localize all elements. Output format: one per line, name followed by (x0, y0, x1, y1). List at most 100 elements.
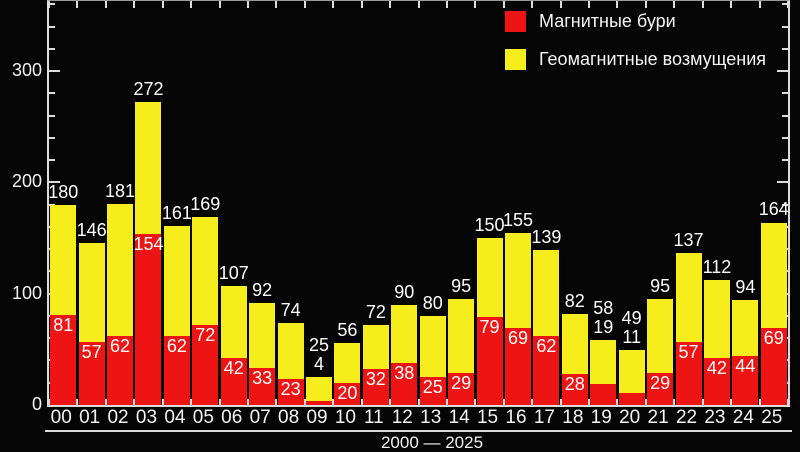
y-axis-tick-right (782, 114, 788, 117)
total-value-label: 139 (531, 227, 562, 248)
total-value-label: 82 (564, 290, 585, 311)
top-axis-tick (161, 1, 164, 8)
year-label: 20 (619, 407, 641, 428)
top-axis-tick (673, 1, 676, 8)
x-axis-tick (474, 399, 477, 405)
top-axis-tick (48, 1, 50, 8)
disturbances-segment (249, 302, 276, 369)
x-axis-tick (701, 399, 704, 405)
storms-segment (476, 317, 503, 405)
y-axis-tick-right (782, 203, 788, 206)
x-axis-tick (559, 399, 562, 405)
storms-segment (391, 362, 418, 405)
x-axis-tick (332, 399, 335, 405)
storms-segment (703, 358, 730, 405)
storms-value-label: 57 (81, 341, 102, 362)
storms-segment (78, 341, 105, 405)
y-axis-tick-right (777, 70, 788, 73)
storms-value-label: 42 (706, 358, 727, 379)
x-axis-tick (644, 399, 647, 405)
x-axis-tick (730, 399, 733, 405)
storms-segment (590, 383, 617, 405)
year-label: 22 (675, 407, 698, 428)
y-axis-tick-right (782, 3, 788, 6)
storms-segment (675, 341, 702, 405)
disturbances-segment (192, 216, 219, 325)
storms-value-label: 28 (564, 373, 585, 394)
disturbances-segment (50, 204, 77, 315)
y-axis-tick-label: 200 (11, 171, 42, 192)
x-axis-tick (303, 399, 306, 405)
storms-value-label: 29 (451, 372, 472, 393)
y-axis-tick-label: 300 (11, 60, 42, 81)
disturbances-segment (590, 340, 617, 384)
year-label: 12 (391, 407, 413, 428)
x-axis-tick (616, 399, 619, 405)
storms-value-label: 38 (394, 362, 415, 383)
top-axis-tick (559, 1, 562, 8)
disturbances-segment (732, 300, 759, 357)
storms-segment (163, 336, 190, 405)
total-value-label: 80 (422, 292, 443, 313)
total-value-label: 72 (365, 301, 386, 322)
year-label: 00 (50, 407, 72, 428)
top-axis-tick (332, 1, 335, 8)
total-value-label: 90 (394, 281, 415, 302)
legend: Магнитные бури Геомагнитные возмущения (505, 10, 766, 86)
year-label: 08 (278, 407, 300, 428)
storms-value-label: 57 (678, 341, 699, 362)
disturbances-segment (703, 280, 730, 359)
y-axis-tick (49, 47, 55, 50)
year-label: 19 (590, 407, 612, 428)
disturbances-segment (561, 313, 588, 374)
storms-segment (419, 377, 446, 405)
disturbances-segment (533, 250, 560, 336)
storms-value-label: 4 (314, 354, 325, 375)
storms-value-label: 81 (53, 314, 74, 335)
storms-value-label: 25 (422, 377, 443, 398)
storms-value-label: 79 (479, 317, 500, 338)
x-axis-tick (218, 399, 221, 405)
legend-item-storms: Магнитные бури (505, 10, 766, 32)
year-label: 06 (221, 407, 243, 428)
storms-segment (50, 314, 77, 405)
x-axis-tick (502, 399, 505, 405)
x-axis-tick (360, 399, 363, 405)
total-value-label: 25 (309, 335, 330, 356)
year-label: 11 (363, 407, 384, 428)
total-value-label: 56 (337, 319, 358, 340)
x-axis-title: 2000 — 2025 (380, 433, 484, 452)
storms-value-label: 62 (110, 335, 131, 356)
year-label: 16 (505, 407, 527, 428)
y-axis-tick (49, 3, 55, 6)
disturbances-segment (277, 322, 304, 380)
storms-segment (504, 328, 531, 405)
x-axis-tick (445, 399, 448, 405)
storms-value-label: 62 (166, 335, 187, 356)
storms-value-label: 72 (195, 324, 216, 345)
disturbances-segment (504, 232, 531, 329)
top-axis-tick (531, 1, 534, 8)
total-value-label: 272 (133, 79, 164, 100)
x-axis-tick (275, 399, 278, 405)
total-value-label: 95 (650, 276, 671, 297)
disturbances-segment (78, 242, 105, 342)
year-label: 01 (79, 407, 101, 428)
storms-value-label: 29 (650, 372, 671, 393)
storms-value-label: 23 (280, 379, 301, 400)
storms-value-label: 33 (252, 368, 273, 389)
storms-value-label: 11 (622, 327, 642, 348)
y-axis-tick (49, 136, 55, 139)
x-axis-tick (758, 399, 761, 405)
disturbances-segment (419, 315, 446, 378)
storms-value-label: 69 (507, 328, 528, 349)
y-axis-tick (49, 70, 60, 73)
storms-segment (249, 368, 276, 405)
total-value-label: 146 (76, 219, 107, 240)
total-value-label: 74 (280, 299, 301, 320)
top-axis-tick (133, 1, 136, 8)
x-axis-tick (190, 399, 193, 405)
top-axis-tick (644, 1, 647, 8)
plot-area: 180 81 146 57 181 62 272 154 161 62 169 72 107 42 92 33… (47, 0, 790, 407)
y-axis-tick-right (782, 92, 788, 95)
